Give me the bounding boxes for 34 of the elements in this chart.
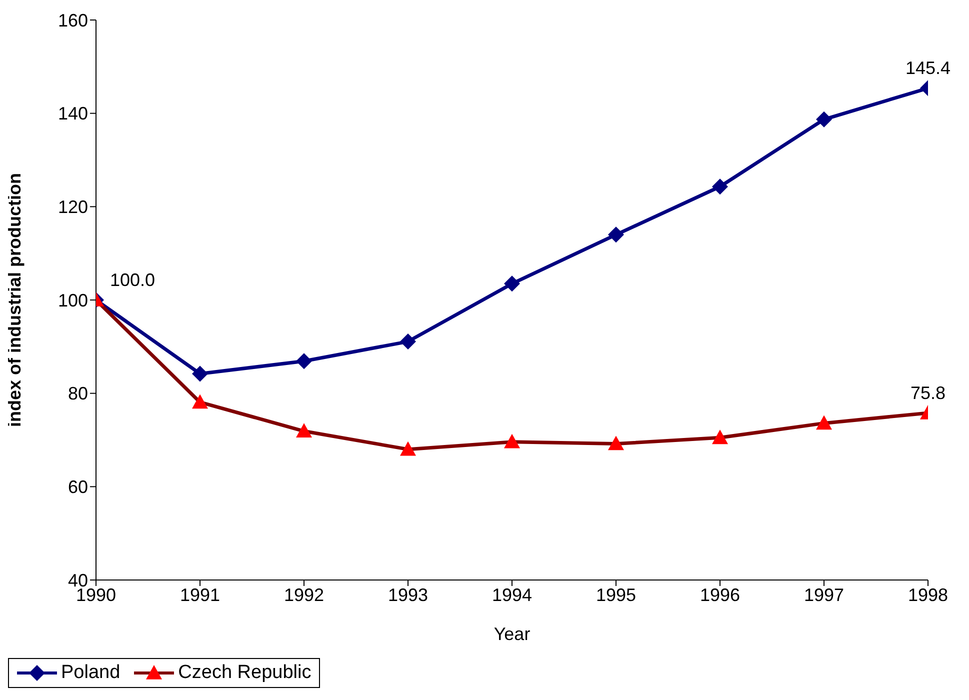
y-tick-label: 100: [58, 290, 88, 310]
x-tick-label: 1992: [284, 584, 324, 605]
x-axis-title: Year: [494, 624, 530, 644]
point: [192, 366, 208, 382]
y-tick-label: 160: [58, 10, 88, 30]
point: [400, 334, 416, 350]
legend-label: Poland: [60, 662, 120, 684]
data-label: 100.0: [110, 270, 156, 290]
point: [504, 276, 520, 292]
x-tick-label: 1994: [492, 584, 532, 605]
x-tick-label: 1998: [908, 584, 948, 605]
y-tick-label: 80: [68, 384, 88, 404]
x-tick-label: 1993: [388, 584, 428, 605]
point: [400, 441, 416, 456]
x-tick-label: 1991: [180, 584, 220, 605]
legend-label: Czech Republic: [177, 662, 312, 684]
point: [192, 394, 208, 409]
x-tick-label: 1995: [596, 584, 636, 605]
point: [816, 415, 832, 430]
data-label: 75.8: [910, 382, 946, 403]
point: [816, 111, 832, 128]
point: [296, 353, 312, 370]
point: [712, 430, 728, 444]
y-tick-label: 60: [68, 477, 88, 498]
point: [608, 226, 624, 243]
point: [504, 434, 520, 448]
x-tick-label: 1997: [804, 584, 844, 605]
data-label: 145.4: [905, 58, 951, 78]
point: [608, 436, 624, 450]
x-tick-label: 1996: [700, 584, 740, 605]
y-tick-label: 120: [58, 197, 88, 218]
point: [296, 423, 312, 438]
y-tick-label: 140: [58, 104, 88, 124]
point: [712, 178, 728, 195]
